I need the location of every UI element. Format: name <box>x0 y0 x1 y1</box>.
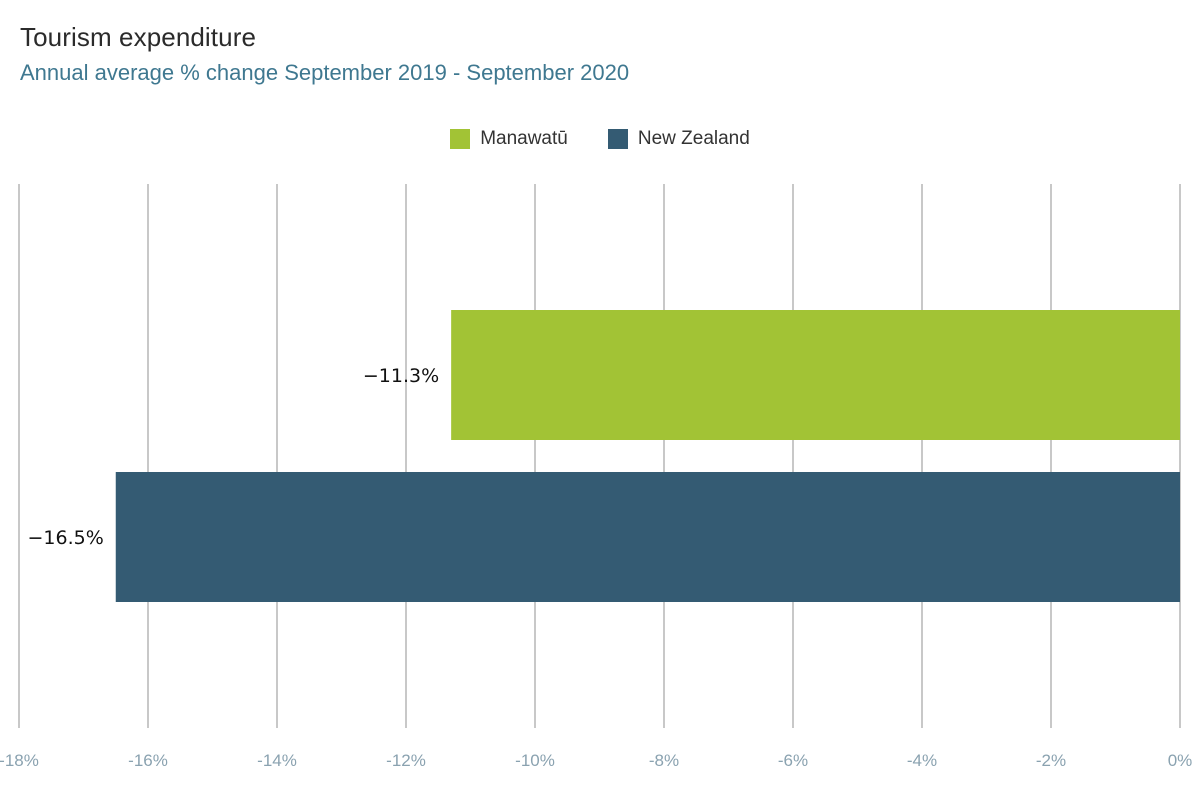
x-tick-label: -8% <box>649 751 679 770</box>
data-label: −16.5% <box>27 527 103 549</box>
x-tick-label: -6% <box>778 751 808 770</box>
x-tick-label: -14% <box>257 751 297 770</box>
x-tick-label: -16% <box>128 751 168 770</box>
legend-item-new-zealand[interactable]: New Zealand <box>607 128 750 150</box>
data-label: −11.3% <box>363 365 439 387</box>
legend: Manawatū New Zealand <box>0 128 1200 150</box>
legend-label-new-zealand: New Zealand <box>637 128 750 149</box>
x-tick-label: -12% <box>386 751 426 770</box>
legend-swatch-manawatu <box>450 129 471 149</box>
chart-title: Tourism expenditure <box>20 22 257 52</box>
x-tick-label: -10% <box>515 751 555 770</box>
bar-manawat-[interactable] <box>451 310 1180 440</box>
bar-new-zealand[interactable] <box>115 472 1180 602</box>
x-tick-label: 0% <box>1168 751 1193 770</box>
legend-item-manawatu[interactable]: Manawatū <box>450 128 568 150</box>
legend-swatch-new-zealand <box>607 129 628 149</box>
x-tick-label: -2% <box>1036 751 1066 770</box>
legend-label-manawatu: Manawatū <box>480 128 568 149</box>
x-tick-label: -18% <box>0 751 39 770</box>
chart-subtitle: Annual average % change September 2019 -… <box>20 60 630 85</box>
x-tick-label: -4% <box>907 751 937 770</box>
